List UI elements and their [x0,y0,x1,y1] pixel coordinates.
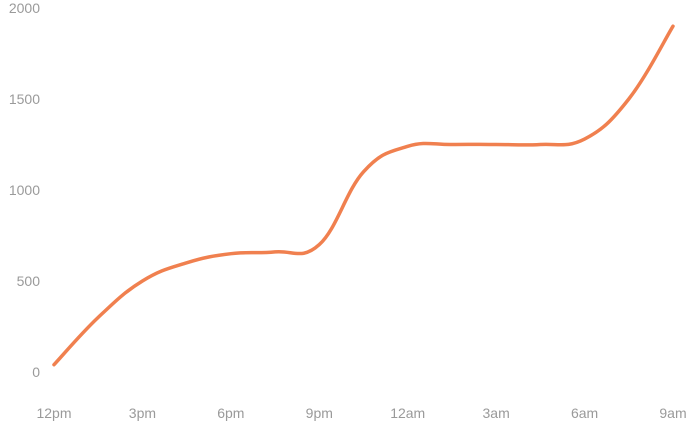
y-tick-label: 2000 [9,0,40,16]
y-axis: 0 500 1000 1500 2000 [9,0,40,380]
data-point [229,252,233,256]
data-point [362,170,366,174]
series-layer [52,24,675,367]
data-point [450,143,454,147]
data-point [273,250,277,254]
y-tick-label: 1500 [9,91,40,107]
data-point [406,144,410,148]
data-point [317,243,321,247]
data-point [96,315,100,319]
data-point [185,261,189,265]
data-point [52,363,56,367]
x-tick-label: 6pm [217,405,244,421]
x-tick-label: 9am [659,405,686,421]
x-tick-label: 12am [390,405,425,421]
data-point [671,24,675,28]
x-tick-label: 6am [571,405,598,421]
x-tick-label: 3pm [129,405,156,421]
data-point [140,279,144,283]
y-tick-label: 1000 [9,182,40,198]
data-point [538,143,542,147]
y-tick-label: 0 [32,364,40,380]
y-tick-label: 500 [17,273,41,289]
series-line [52,24,675,367]
x-tick-label: 12pm [36,405,71,421]
data-point [583,137,587,141]
x-axis: 12pm 3pm 6pm 9pm 12am 3am 6am 9am [36,405,686,421]
data-point [627,97,631,101]
data-point [494,143,498,147]
x-tick-label: 3am [483,405,510,421]
x-tick-label: 9pm [306,405,333,421]
